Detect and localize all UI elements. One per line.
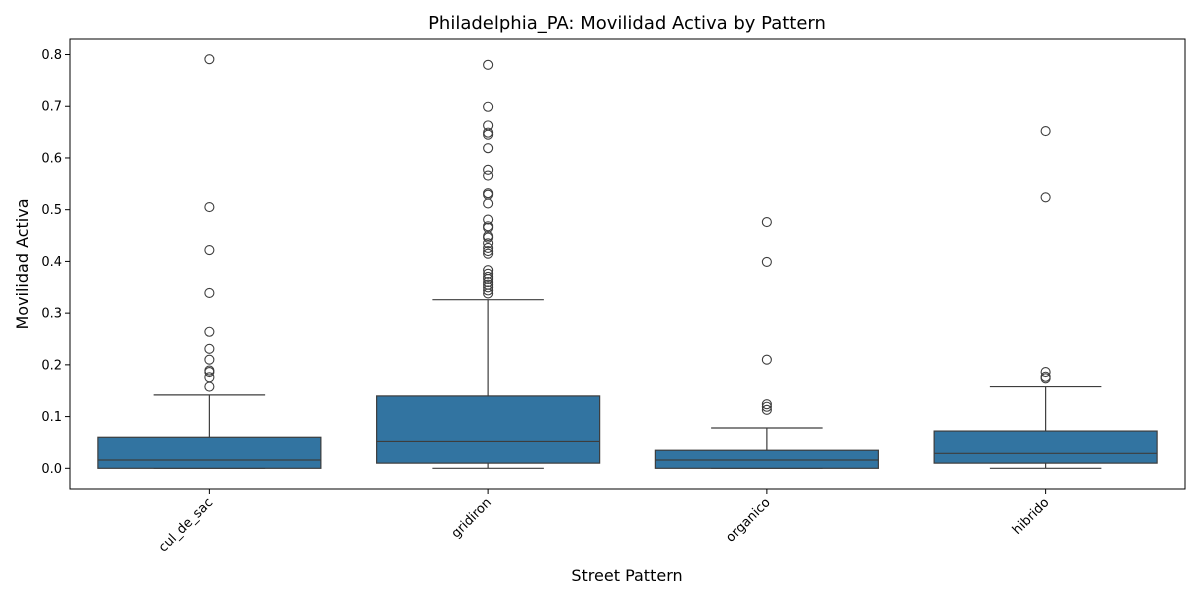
outlier-point	[761, 401, 772, 412]
x-tick-label: organico	[723, 495, 773, 545]
chart-title: Philadelphia_PA: Movilidad Activa by Pat…	[428, 13, 826, 34]
y-axis-label: Movilidad Activa	[13, 198, 32, 329]
outlier-point	[1040, 192, 1051, 203]
outlier-point	[761, 217, 772, 228]
outlier-point	[1040, 373, 1051, 384]
outlier-point	[204, 372, 215, 383]
outlier-point	[204, 287, 215, 299]
outlier-point	[483, 242, 494, 254]
outlier-point	[204, 354, 215, 365]
outlier-point	[483, 129, 494, 140]
outlier-point	[204, 381, 215, 392]
box-gridiron	[376, 395, 601, 464]
y-tick-label: 0.0	[41, 462, 62, 477]
outlier-point	[483, 222, 494, 233]
outlier-point	[204, 54, 215, 65]
outlier-point	[761, 354, 772, 365]
y-tick-label: 0.1	[41, 410, 62, 425]
outlier-point	[204, 202, 215, 213]
box-cul_de_sac	[97, 436, 322, 469]
y-tick-label: 0.7	[41, 100, 62, 115]
outlier-point	[483, 59, 494, 70]
y-tick-label: 0.3	[41, 307, 62, 322]
outlier-point	[204, 367, 215, 378]
y-tick-label: 0.8	[41, 48, 62, 63]
box-organico	[654, 449, 879, 469]
outlier-point	[483, 282, 494, 293]
x-axis-label: Street Pattern	[571, 566, 682, 585]
y-tick-label: 0.4	[41, 255, 62, 270]
outlier-point	[483, 288, 494, 299]
outlier-point	[204, 343, 215, 354]
outlier-point	[761, 399, 772, 410]
outlier-point	[204, 244, 215, 256]
outlier-point	[483, 101, 494, 112]
outlier-point	[483, 248, 494, 259]
outlier-point	[483, 238, 494, 249]
y-tick-label: 0.5	[41, 203, 62, 218]
plot-frame	[69, 38, 1186, 490]
y-tick-label: 0.6	[41, 151, 62, 166]
outlier-point	[483, 143, 494, 154]
x-tick-label: hibrido	[1010, 495, 1053, 538]
x-tick-label: cul_de_sac	[156, 495, 216, 555]
outlier-point	[483, 277, 494, 288]
outlier-point	[761, 256, 772, 267]
outlier-point	[483, 268, 494, 279]
outlier-point	[1040, 126, 1051, 137]
box-hibrido	[933, 430, 1158, 464]
x-tick-label: gridiron	[449, 495, 495, 541]
outlier-point	[483, 273, 494, 285]
outlier-point	[483, 164, 494, 175]
outlier-point	[483, 285, 494, 296]
outlier-point	[204, 326, 215, 337]
outlier-point	[483, 198, 494, 209]
outlier-point	[761, 404, 772, 415]
outlier-point	[483, 170, 494, 181]
outlier-point	[1040, 367, 1051, 378]
y-tick-label: 0.2	[41, 358, 62, 373]
outlier-point	[483, 214, 494, 225]
outlier-point	[483, 246, 494, 257]
outlier-point	[483, 232, 494, 243]
plot-area: 0.0 0.1 0.2 0.3 0.4 0.5 0.6 0.7 0.8 cul_de_sac gri…	[41, 48, 1158, 555]
